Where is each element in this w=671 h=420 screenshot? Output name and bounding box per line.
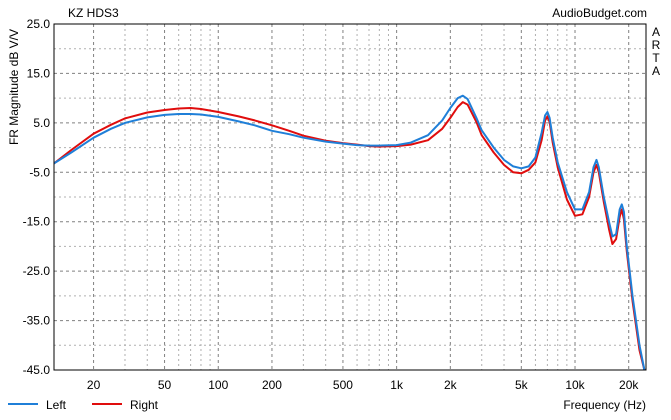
y-tick-label: -45.0 [23,363,51,377]
chart-title: KZ HDS3 [68,6,119,20]
x-tick-label: 50 [158,378,172,392]
x-tick-label: 20 [87,378,101,392]
y-tick-label: -35.0 [23,314,51,328]
y-tick-labels: 25.0 15.0 5.0 -5.0 -15.0 -25.0 -35.0 -45.0 [23,17,51,377]
series-line-right [53,101,646,371]
y-tick-label: 25.0 [27,17,51,31]
x-tick-label: 2k [444,378,458,392]
side-label-letter: T [652,51,660,65]
y-tick-label: -25.0 [23,264,51,278]
y-axis-label: FR Magnitude dB V/V [7,29,21,145]
y-tick-label: 5.0 [33,116,50,130]
x-tick-label: 10k [565,378,585,392]
series-line-left [53,94,646,371]
x-tick-label: 5k [515,378,529,392]
y-tick-label: 15.0 [27,66,51,80]
y-tick-label: -5.0 [29,165,50,179]
x-tick-label: 1k [390,378,404,392]
plot-frame [53,23,647,371]
side-label-letter: A [652,25,660,39]
y-tick-label: -15.0 [23,215,51,229]
side-label-letter: R [652,38,661,52]
grid [54,24,646,370]
x-tick-label: 20k [619,378,639,392]
source-label: AudioBudget.com [552,6,647,20]
x-axis-label: Frequency (Hz) [563,398,646,412]
x-tick-label: 500 [333,378,353,392]
x-tick-label: 100 [208,378,228,392]
x-tick-labels: 20 50 100 200 500 1k 2k 5k 10k 20k [87,378,639,392]
legend-label-left: Left [46,398,67,412]
x-tick-label: 200 [262,378,282,392]
side-label-letter: A [652,64,660,78]
legend-label-right: Right [130,398,159,412]
legend: Left Right [8,398,159,412]
series-lines [53,94,646,371]
